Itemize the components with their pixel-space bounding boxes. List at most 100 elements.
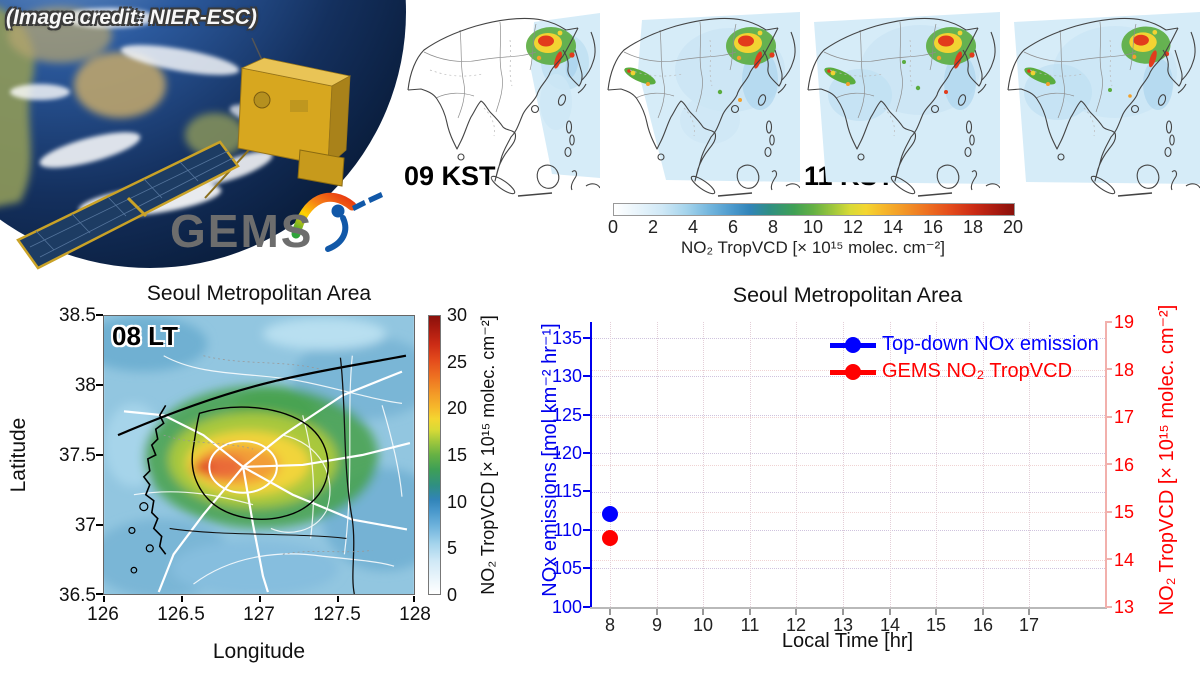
gridline (590, 417, 1105, 418)
coastline-borders (117, 354, 407, 595)
lat-tick: 36.5 (59, 585, 96, 606)
xtick: 8 (604, 615, 615, 635)
tick-mark (96, 454, 103, 456)
lon-tick: 127.5 (313, 604, 361, 625)
tick-mark (749, 609, 751, 615)
tick-mark (1105, 368, 1112, 370)
tick-mark (583, 567, 590, 569)
colorbar-tick: 20 (447, 398, 468, 418)
ytick-left: 130 (551, 366, 582, 386)
gridline (890, 322, 891, 607)
gridline (983, 322, 984, 607)
lon-tick: 127 (243, 604, 275, 625)
gridline (590, 492, 1105, 493)
tick-mark (1105, 511, 1112, 513)
asia-colorbar (613, 203, 1015, 216)
gridline (590, 453, 1105, 454)
colorbar-tick: 30 (447, 305, 468, 325)
xtick: 15 (925, 615, 947, 635)
gridline (796, 322, 797, 607)
colorbar-tick: 12 (842, 217, 864, 237)
gridline (590, 530, 1105, 531)
asia-map-13kst: 13 KST (800, 0, 1001, 198)
ytick-right: 16 (1114, 455, 1135, 475)
xtick: 11 (740, 615, 760, 635)
colorbar-tick: 20 (1002, 217, 1024, 237)
gridline (590, 465, 1105, 466)
image-credit-text: (Image credit: NIER-ESC) (6, 6, 257, 29)
latitude-axis-label: Latitude (7, 417, 30, 493)
gems-logo-text: GEMS (170, 205, 314, 257)
colorbar-tick: 5 (447, 538, 458, 558)
gridline (590, 568, 1105, 569)
ytick-left: 110 (553, 520, 582, 540)
tick-mark (103, 596, 105, 602)
legend-label-gems: GEMS NO₂ TropVCD (882, 360, 1073, 382)
colorbar-tick: 6 (727, 217, 738, 237)
data-point-nox-emission (602, 506, 618, 522)
ytick-left: 120 (551, 443, 582, 463)
tick-mark (181, 596, 183, 602)
seoul-map-title: Seoul Metropolitan Area (146, 282, 372, 305)
ytick-right: 17 (1114, 407, 1135, 427)
ytick-left: 125 (551, 405, 582, 425)
ytick-left: 115 (553, 481, 582, 501)
colorbar-tick: 16 (922, 217, 944, 237)
tick-mark (583, 452, 590, 454)
xtick: 13 (832, 615, 854, 635)
tick-mark (583, 337, 590, 339)
ytick-left: 105 (551, 558, 582, 578)
tick-mark (583, 375, 590, 377)
left-axis-line (590, 322, 592, 609)
left-axis-label: NOx emissions [mol km⁻² hr⁻¹] (539, 323, 561, 597)
tick-mark (96, 384, 103, 386)
right-axis-label: NO₂ TropVCD [× 10¹⁵ molec. cm⁻²] (1156, 304, 1178, 616)
bottom-axis-line (590, 607, 1107, 609)
tick-mark (1105, 463, 1112, 465)
tick-mark (1028, 609, 1030, 615)
gridline (1029, 322, 1030, 607)
xtick: 10 (692, 615, 714, 635)
tick-mark (337, 596, 339, 602)
asia-map-11kst: 11 KST (600, 0, 894, 198)
tick-mark (583, 606, 590, 608)
legend-marker-dot-blue (845, 337, 861, 353)
tick-mark (935, 609, 937, 615)
tick-mark (583, 529, 590, 531)
colorbar-tick: 10 (802, 217, 824, 237)
asia-map-09kst: 09 KST (400, 0, 601, 198)
lat-tick: 38 (74, 375, 96, 396)
colorbar-tick: 2 (647, 217, 658, 237)
colorbar-tick: 4 (687, 217, 698, 237)
ytick-left: 135 (551, 328, 582, 348)
gridline (657, 322, 658, 607)
xtick: 12 (785, 615, 807, 635)
colorbar-tick: 14 (882, 217, 904, 237)
tick-mark (96, 314, 103, 316)
asia-maps-panel: 09 KST 11 KST (400, 0, 1200, 270)
tick-mark (609, 609, 611, 615)
seoul-map-panel: Seoul Metropolitan Area (0, 270, 520, 675)
tick-mark (842, 609, 844, 615)
gridline (590, 512, 1105, 513)
colorbar-tick: 25 (447, 352, 468, 372)
seoul-colorbar (428, 315, 441, 595)
ytick-right: 15 (1114, 502, 1135, 522)
gridline (703, 322, 704, 607)
colorbar-tick: 8 (767, 217, 778, 237)
lat-tick: 37.5 (59, 445, 96, 466)
tick-mark (889, 609, 891, 615)
tick-mark (259, 596, 261, 602)
lat-tick: 37 (74, 515, 96, 536)
tick-mark (583, 414, 590, 416)
x-axis-label: Local Time [hr] (781, 630, 914, 652)
tick-mark (96, 593, 103, 595)
satellite-artwork: (Image credit: NIER-ESC) GEMS (0, 0, 440, 270)
frame-time-label: 09 KST (404, 161, 496, 191)
minor-boundaries (163, 355, 373, 555)
data-point-gems-no2 (602, 530, 618, 546)
xtick: 14 (879, 615, 901, 635)
asia-colorbar-label: NO₂ TropVCD [× 10¹⁵ molec. cm⁻²] (681, 238, 945, 257)
lon-tick: 126 (87, 604, 119, 625)
